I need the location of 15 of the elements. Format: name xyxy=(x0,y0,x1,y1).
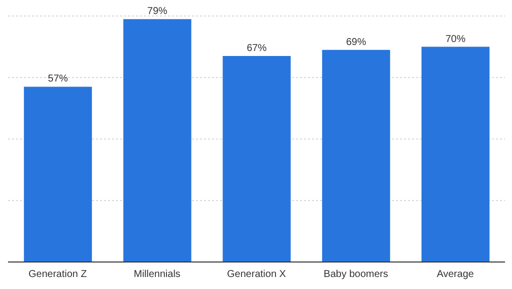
data-label: 57% xyxy=(48,74,68,85)
data-label: 69% xyxy=(346,36,366,48)
bar xyxy=(422,46,490,262)
x-tick-label: Generation X xyxy=(227,269,286,280)
x-tick-label: Baby boomers xyxy=(324,269,388,280)
x-tick-label: Average xyxy=(436,269,474,280)
data-label: 70% xyxy=(445,34,466,45)
data-label: 79% xyxy=(147,6,168,18)
bar xyxy=(24,86,92,262)
data-label: 67% xyxy=(246,42,267,54)
x-tick-label: Millennials xyxy=(134,269,180,280)
bar xyxy=(123,19,192,262)
bar xyxy=(222,56,291,262)
bar xyxy=(322,50,390,262)
x-tick-label: Generation Z xyxy=(28,269,87,280)
